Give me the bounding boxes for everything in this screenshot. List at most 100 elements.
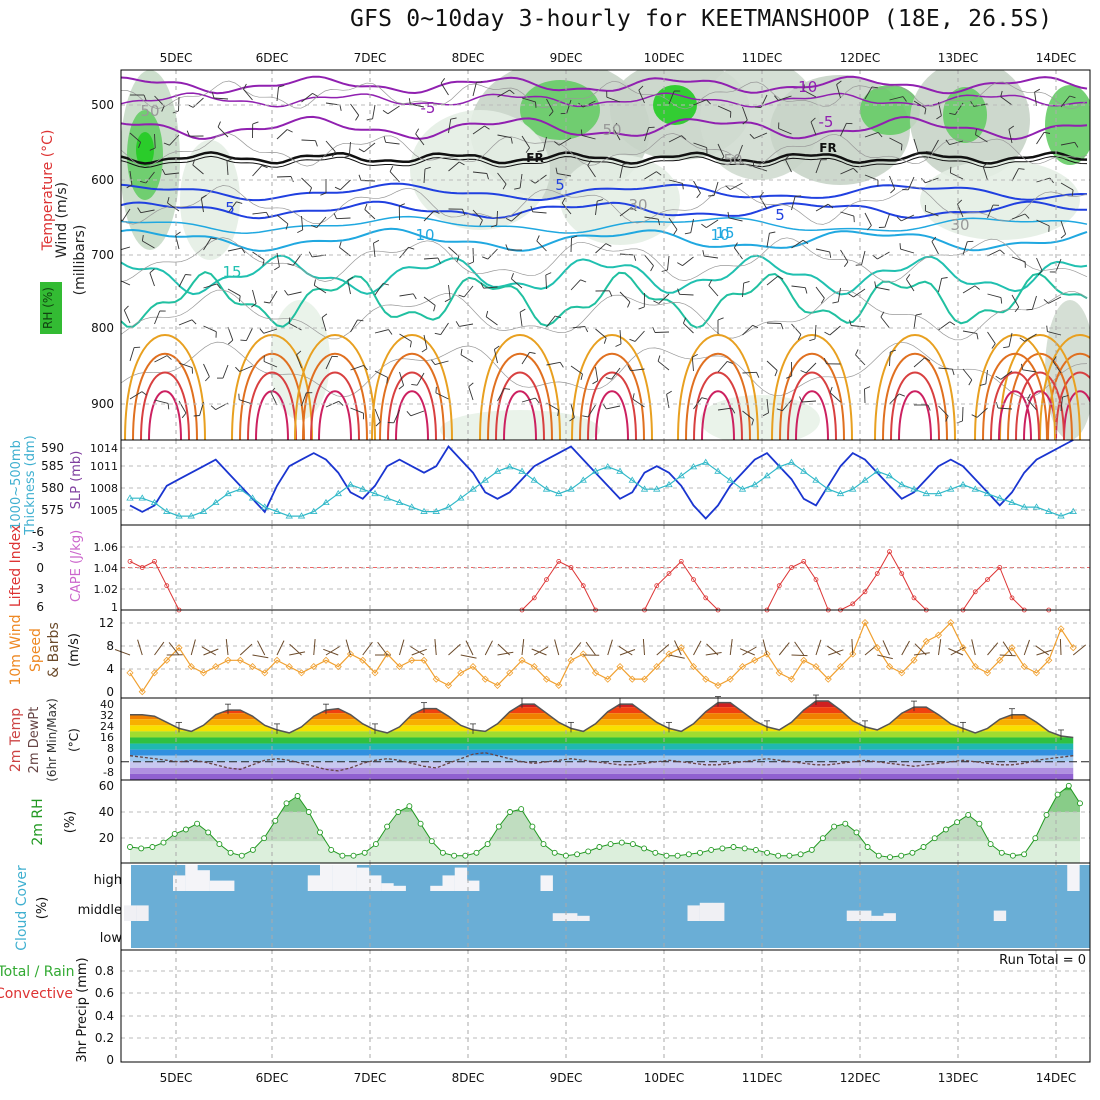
- cloud-high-clear: [222, 880, 235, 891]
- wind-speed-marker: [738, 663, 747, 671]
- cape-segment: [533, 579, 547, 599]
- wind-barb-flag: [510, 137, 513, 144]
- wind-barb-flag: [1034, 88, 1041, 93]
- thickness-marker: [285, 512, 293, 519]
- contour-label: 30: [950, 216, 969, 234]
- wind-barb: [1047, 331, 1062, 336]
- wind-barb: [227, 326, 234, 341]
- rh-shade: [860, 85, 920, 135]
- cloud-bg: [131, 865, 1090, 948]
- wind-speed-marker: [542, 675, 551, 683]
- cape-marker: [691, 577, 696, 582]
- thickness-tick: 585: [41, 459, 64, 473]
- wind-speed-marker: [959, 644, 967, 652]
- wind-barb: [301, 177, 312, 189]
- wind-barb-flag: [143, 94, 147, 101]
- wind-speed-marker: [885, 663, 894, 671]
- rh-marker: [1009, 852, 1016, 859]
- cape-marker: [531, 595, 537, 601]
- contour-label: 15: [222, 263, 241, 281]
- wind-barb-flag: [440, 78, 446, 84]
- wind-barb: [287, 291, 302, 296]
- thickness-marker: [714, 467, 722, 474]
- wind-barb-flag: [311, 225, 317, 229]
- cloud-high-clear: [1067, 865, 1080, 891]
- cape-segment: [852, 591, 866, 605]
- wind-speed-marker: [983, 669, 992, 677]
- wind-barb-flag: [536, 235, 540, 242]
- wind-speed-marker: [273, 656, 281, 664]
- wind-barb: [791, 323, 802, 335]
- wind-barb: [472, 125, 485, 135]
- wind-speed-marker: [444, 681, 453, 689]
- wind-speed-marker: [665, 650, 673, 658]
- wind-barb: [222, 364, 229, 379]
- wind-barb: [693, 99, 707, 106]
- wind-barb-10m: [168, 642, 180, 656]
- contour-label: FR: [819, 141, 836, 155]
- wind-barb-flag: [677, 262, 683, 266]
- wind-speed-marker: [1045, 656, 1053, 664]
- wind-barb-flag: [296, 350, 302, 356]
- wind-barb-flag: [991, 343, 996, 349]
- wind-barb-10m: [497, 643, 511, 656]
- thickness-marker: [322, 498, 330, 506]
- wind-barb-flag: [756, 372, 760, 378]
- wind-barb-flag: [975, 128, 977, 135]
- wind-barb-flag: [312, 93, 318, 97]
- wind-barb: [252, 251, 265, 261]
- wind-barb: [140, 209, 155, 214]
- wind-barb-flag: [161, 168, 166, 175]
- wind-speed-marker: [640, 675, 649, 683]
- cape-segment: [962, 591, 976, 611]
- cape-marker: [139, 565, 145, 570]
- wind-barb-flag: [629, 338, 636, 342]
- wind-barb: [167, 202, 180, 212]
- rh-marker: [484, 841, 491, 848]
- warm-contour: [294, 334, 376, 440]
- wind-barb-flag: [921, 178, 926, 184]
- wind-barb: [864, 212, 872, 226]
- li-tick: 0: [36, 561, 44, 575]
- wind-barb-flag: [982, 162, 989, 168]
- wind-barb-10m: [154, 641, 165, 656]
- temp-tick: 40: [100, 698, 114, 711]
- wind-barb: [1011, 168, 1019, 182]
- rh-marker: [685, 851, 692, 858]
- wind-barb: [962, 368, 973, 381]
- cloud-mid-clear: [846, 910, 860, 921]
- rh-marker: [473, 849, 480, 856]
- wind-barb: [276, 176, 292, 178]
- wind-barb-flag: [1062, 395, 1069, 398]
- rh-fill: [130, 785, 1080, 863]
- temp-tick: 16: [100, 731, 114, 744]
- wind-barb-flag: [827, 203, 834, 209]
- wind-barb-flag: [137, 207, 142, 213]
- cape-marker: [972, 589, 978, 595]
- wind-barb-flag: [976, 333, 979, 340]
- wind-barb: [1055, 258, 1062, 273]
- cape-marker: [568, 565, 574, 570]
- wind-barb-flag: [339, 241, 342, 248]
- contour-label: 30: [628, 196, 647, 214]
- rh-marker: [786, 852, 793, 859]
- temperature-contours: [121, 75, 1090, 440]
- warm-contour: [898, 390, 932, 440]
- wind-barb: [962, 285, 976, 294]
- thickness-marker: [726, 476, 734, 483]
- rh-marker: [998, 849, 1005, 856]
- wind-barb: [276, 129, 288, 140]
- wind-barb-flag: [308, 251, 313, 258]
- wind-barb: [997, 407, 1013, 410]
- rh-marker: [954, 819, 961, 826]
- wind-barb-10m: [225, 639, 229, 656]
- warm-contour: [379, 352, 445, 440]
- wind-barb-flag: [482, 256, 488, 260]
- rh-marker: [976, 820, 983, 827]
- wind-speed-marker: [395, 663, 404, 671]
- axis-labels: 5DEC 5DEC 6DEC 6DEC 7DEC 7DEC 8DEC 8DEC 9DEC 9DEC…: [0, 51, 1086, 1085]
- thickness-marker: [763, 472, 771, 479]
- wind-barb-flag: [161, 105, 165, 112]
- wind-barb: [742, 283, 745, 298]
- rh-marker: [451, 852, 458, 859]
